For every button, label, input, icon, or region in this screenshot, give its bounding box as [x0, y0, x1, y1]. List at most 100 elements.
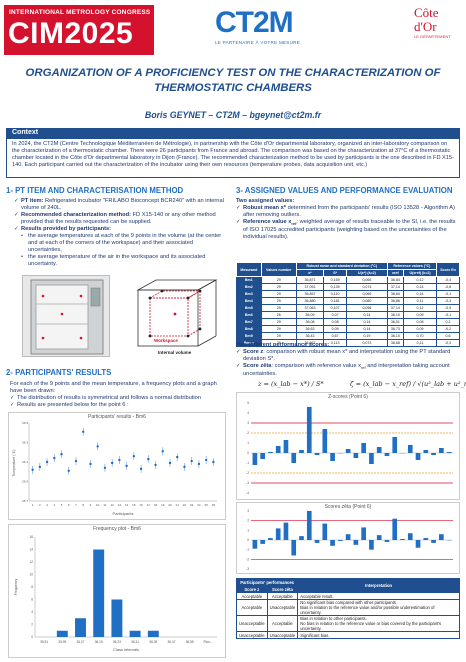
y-tick-label: -4 [246, 491, 249, 495]
data-point [82, 430, 85, 433]
score-zeta-sub: ref [360, 365, 366, 371]
score-bar [361, 443, 366, 453]
chart-z-scores: Z-scores (Point 6) -4 -3 -2 -1 0 1 2 3 4 5 [236, 392, 460, 500]
data-point [132, 454, 136, 458]
section2-heading: 2- PARTICIPANTS' RESULTS [6, 368, 112, 377]
table-row: Bm9 29 36,43 0,67 0,19 36,10 0,70 0,6 [236, 332, 460, 340]
x-tick-label: 16 [139, 503, 143, 507]
data-point [139, 467, 143, 471]
score-zeta-item: Score zêta: comparison with reference va… [236, 363, 460, 378]
bar [93, 549, 105, 637]
th-robust: Robust mean and standard deviation (°C) [295, 262, 388, 270]
table-cell: 36,73 [386, 325, 405, 333]
ct2m-tagline: LE PARTENAIRE À VOTRE MESURE [215, 40, 301, 45]
robust-mean-label: Robust mean x* [243, 205, 286, 211]
y-tick-label: 2 [247, 519, 249, 523]
table-row: Unacceptable Unacceptable Significant bias… [236, 631, 460, 639]
table-cell: 29 [260, 318, 297, 326]
table-cell: 29 [260, 332, 297, 340]
incubator-photo [22, 275, 110, 357]
th-sub-xref: xref [386, 269, 405, 277]
title-line2: thermostatic chambers [154, 82, 312, 94]
table-cell: 36,08 [295, 318, 325, 326]
table-cell: 0,09 [403, 325, 438, 333]
table-cell: 0,181 [323, 297, 348, 305]
y-tick-label: -3 [246, 567, 249, 571]
table-cell: 0,14 [346, 311, 388, 319]
table-cell: 0,07 [323, 311, 348, 319]
bar [111, 599, 123, 637]
context-heading: Context [6, 128, 460, 138]
ref-value-label: Reference value x [243, 219, 292, 225]
table-cell: 0,139 [323, 283, 348, 291]
internal-volume-label: Internal volume [158, 350, 192, 355]
x-tick-label: 36,23 [113, 640, 121, 644]
chart-frequency-plot: Frequency plot - Bm6 35,91 35,99 36,07 36,1… [8, 524, 226, 658]
score-bar [369, 453, 374, 464]
table-cell: -0,4 [436, 276, 460, 284]
x-tick-label: 19 [161, 503, 165, 507]
table-cell: 0,074 [346, 283, 388, 291]
section1-heading: 1- PT ITEM AND CHARACTERISATION METHOD [6, 186, 184, 195]
score-bar [415, 540, 421, 548]
table-cell: 36,10 [386, 332, 405, 340]
table-cell: 0,12 [403, 276, 438, 284]
y-tick-label: 2 [31, 623, 33, 627]
perf-cell-interp: Significant bias. [297, 631, 460, 639]
th-score-en: Score En [436, 262, 460, 277]
perf-cell-zeta: Acceptable [266, 592, 299, 600]
interp-line: Bias in relation to the reference value … [300, 605, 435, 615]
score-bar [407, 445, 413, 453]
y-tick-label: 5 [247, 401, 249, 405]
score-bar [439, 448, 444, 453]
x-tick-label: 36,39 [149, 640, 157, 644]
score-bar [431, 540, 436, 543]
table-cell: 0,2 [436, 318, 460, 326]
y-tick-label: 14 [29, 548, 33, 552]
table-cell: 0,12 [403, 304, 438, 312]
robust-mean-text: determined from the participants' result… [243, 205, 455, 218]
x-tick-label: 4 [53, 503, 55, 507]
ref-value-sub: ref [291, 221, 297, 227]
data-point [125, 464, 128, 468]
score-z-item: Score z: comparison with robust mean x* … [236, 349, 460, 363]
table-cell: 0,09 [403, 311, 438, 319]
table-cell: 36,10 [386, 311, 405, 319]
table-cell: 29 [260, 283, 297, 291]
table-cell-mesurand: Bm4 [236, 297, 262, 305]
score-bar [338, 540, 343, 541]
y-tick-label: 3 [247, 421, 249, 425]
table-row: Bm2 29 37,091 0,139 0,074 37,14 0,14 -0,8 [236, 283, 460, 291]
cube-drawing [136, 279, 218, 347]
results-label: Results provided by participants: [21, 226, 112, 232]
score-bar [275, 446, 281, 453]
cote-dor-logo: Côte d'Or LE DÉPARTEMENT [414, 6, 466, 58]
table-cell: 37,063 [295, 304, 325, 312]
x-tick-label: 20 [168, 503, 172, 507]
table-cell: 29 [260, 339, 297, 347]
perf-cell-interp: No significant bias compared with other … [297, 599, 460, 616]
x-tick-label: 12 [110, 503, 114, 507]
table-cell: 36,84 [386, 290, 405, 298]
table-cell: 0,19 [346, 332, 388, 340]
score-bar [291, 540, 297, 556]
x-tick-label: 36,31 [131, 640, 139, 644]
table-row: Unacceptable Acceptable Bias in relation t… [236, 615, 460, 632]
pt-item-label: PT item: [21, 198, 44, 204]
perf-h-zeta: Score zêta [266, 585, 299, 593]
score-bar [330, 540, 335, 546]
data-point [45, 460, 49, 464]
table-cell: 0,14 [403, 283, 438, 291]
perf-cell-zeta: Unacceptable [266, 631, 299, 639]
score-bar [400, 539, 405, 540]
data-point [89, 462, 92, 466]
cim-logo: INTERNATIONAL METROLOGY CONGRESS CIM2025 [4, 5, 154, 55]
formula-zeta: ζ = (x_lab − x_ref) / √(u²_lab + u²_ref) [350, 380, 466, 388]
robust-mean-item: Robust mean x* determined from the parti… [236, 205, 460, 219]
data-point [60, 453, 63, 456]
interp-line: Bias in relation to other participants. [300, 616, 367, 621]
section3-body: Two assigned values: Robust mean x* dete… [236, 198, 460, 241]
workspace-diagram: Workspace Internal volume [118, 276, 228, 360]
pt-item: PT item: Refrigerated incubator "FRILABO… [14, 198, 226, 212]
